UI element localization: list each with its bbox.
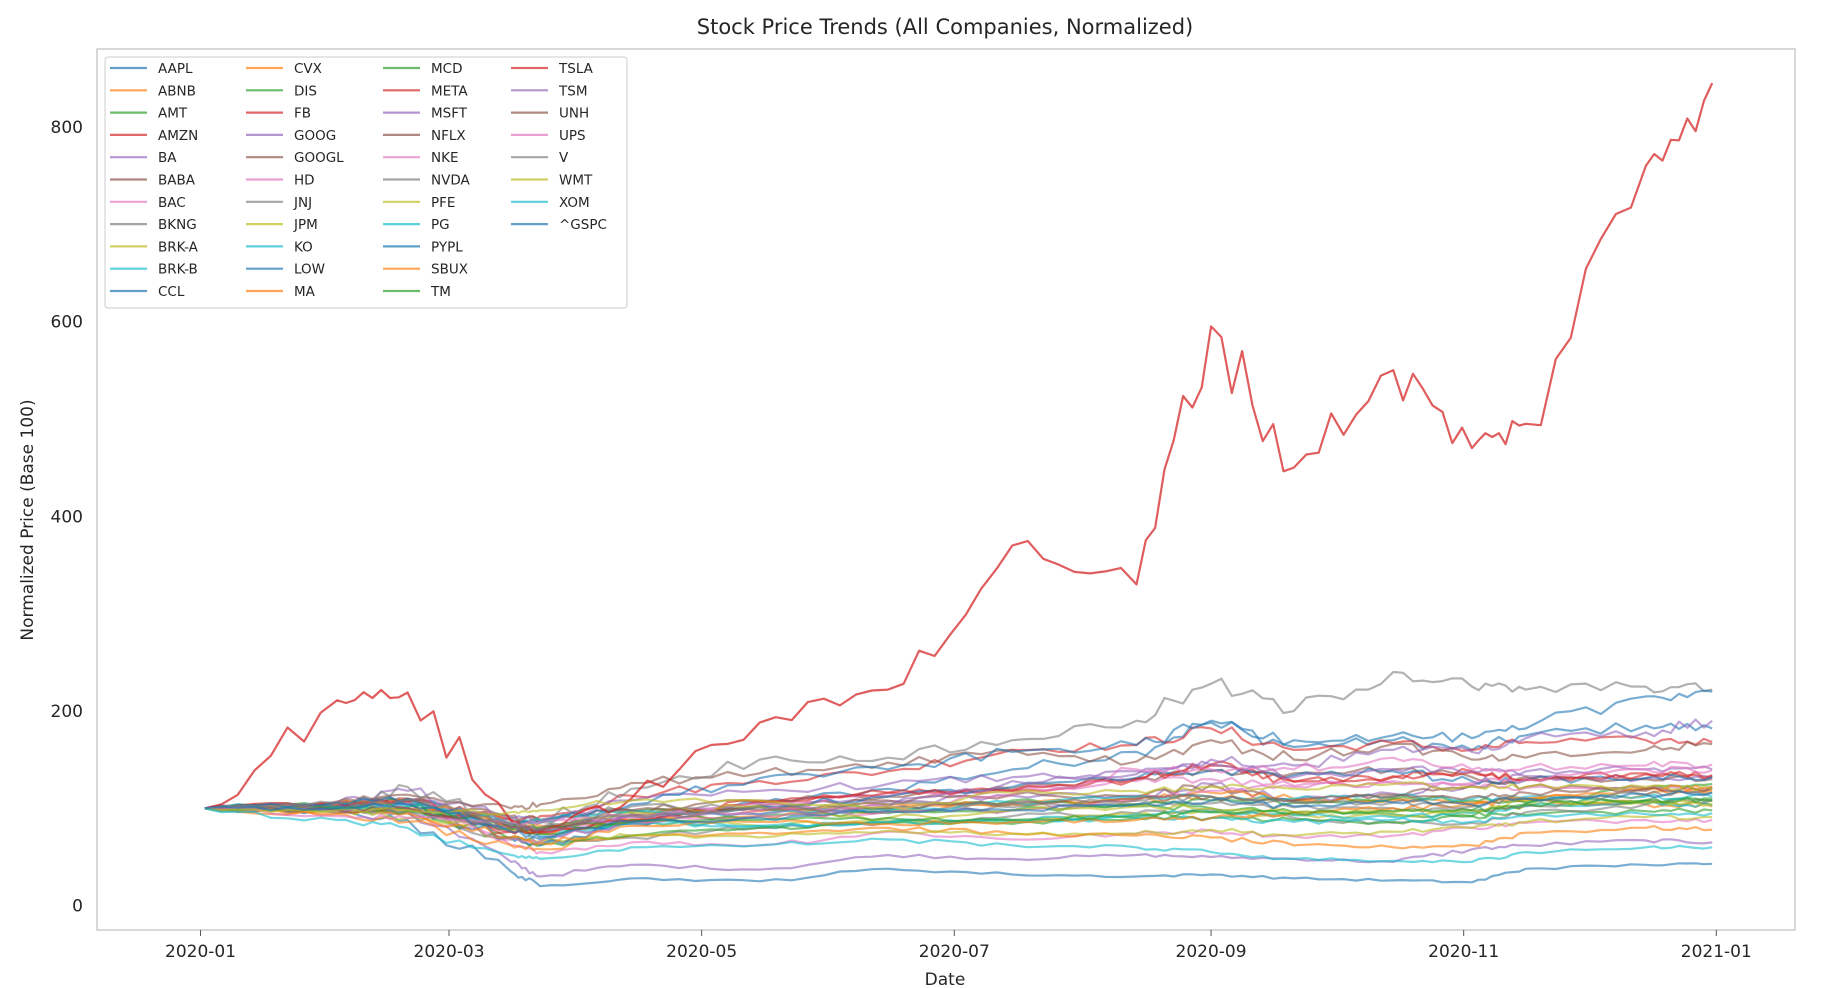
y-tick-label: 200 xyxy=(51,702,83,722)
legend-label: DIS xyxy=(294,83,317,99)
y-tick-label: 400 xyxy=(51,507,83,527)
series-line-ups xyxy=(204,756,1713,827)
legend-label: JNJ xyxy=(293,195,312,211)
legend-label: ^GSPC xyxy=(559,217,607,233)
legend-label: KO xyxy=(294,239,313,255)
series-line-xom xyxy=(204,807,1713,864)
x-tick-label: 2020-01 xyxy=(165,942,236,962)
legend-label: PG xyxy=(431,217,450,233)
legend-label: CCL xyxy=(158,284,185,300)
y-tick-label: 800 xyxy=(51,118,83,138)
legend-label: BRK-B xyxy=(158,262,198,278)
x-axis-label: Date xyxy=(925,970,966,988)
legend-label: LOW xyxy=(294,262,325,278)
series-lines xyxy=(204,82,1714,888)
legend-label: ABNB xyxy=(158,83,196,99)
series-line-wmt xyxy=(204,781,1713,816)
y-axis-label: Normalized Price (Base 100) xyxy=(18,399,38,640)
legend-label: JPM xyxy=(293,217,318,233)
legend-label: MSFT xyxy=(431,106,468,122)
legend-label: UNH xyxy=(559,106,589,122)
x-axis-ticks: 2020-01 2020-03 2020-05 2020-07 2020-09 2020-… xyxy=(165,930,1752,962)
chart-title: Stock Price Trends (All Companies, Norma… xyxy=(697,15,1194,39)
series-line-nflx xyxy=(204,739,1713,811)
legend-label: GOOGL xyxy=(294,150,344,166)
x-tick-label: 2020-07 xyxy=(919,942,990,962)
legend-label: TM xyxy=(430,284,451,300)
series-line-gspc xyxy=(204,790,1713,839)
y-tick-label: 600 xyxy=(51,313,83,333)
series-line-sbux xyxy=(204,784,1713,846)
x-tick-label: 2020-09 xyxy=(1176,942,1247,962)
x-tick-label: 2020-03 xyxy=(414,942,485,962)
legend-label: MCD xyxy=(431,61,462,77)
legend-label: MA xyxy=(294,284,316,300)
legend-label: AMZN xyxy=(158,128,198,144)
legend-label: WMT xyxy=(559,173,593,189)
legend-label: PYPL xyxy=(431,239,463,255)
legend-label: BAC xyxy=(158,195,186,211)
legend-label: META xyxy=(431,83,468,99)
legend-label: CVX xyxy=(294,61,322,77)
legend-label: UPS xyxy=(559,128,586,144)
series-line-unh xyxy=(204,785,1713,833)
legend: AAPLABNBAMTAMZNBABABABACBKNGBRK-ABRK-BCC… xyxy=(104,56,628,309)
legend-label: SBUX xyxy=(431,262,468,278)
legend-label: V xyxy=(559,150,569,166)
legend-label: PFE xyxy=(431,195,455,211)
legend-label: XOM xyxy=(559,195,590,211)
series-line-ccl xyxy=(204,805,1713,888)
legend-box xyxy=(104,56,628,309)
legend-label: TSLA xyxy=(558,61,594,77)
legend-label: FB xyxy=(294,106,311,122)
series-line-tsla xyxy=(204,82,1714,834)
legend-label: NFLX xyxy=(431,128,466,144)
legend-label: AMT xyxy=(158,106,188,122)
legend-label: HD xyxy=(294,173,315,189)
x-tick-label: 2020-05 xyxy=(666,942,737,962)
series-line-tsm xyxy=(204,718,1713,833)
legend-label: GOOG xyxy=(294,128,336,144)
legend-label: AAPL xyxy=(158,61,193,77)
legend-label: NKE xyxy=(431,150,458,166)
legend-label: BKNG xyxy=(158,217,197,233)
legend-label: TSM xyxy=(558,83,587,99)
y-axis-ticks: 0 200 400 600 800 xyxy=(51,118,83,917)
legend-label: BA xyxy=(158,150,177,166)
legend-label: BRK-A xyxy=(158,239,199,255)
legend-label: BABA xyxy=(158,173,196,189)
legend-label: NVDA xyxy=(431,173,470,189)
y-tick-label: 0 xyxy=(72,897,83,917)
x-tick-label: 2020-11 xyxy=(1428,942,1499,962)
x-tick-label: 2021-01 xyxy=(1681,942,1752,962)
